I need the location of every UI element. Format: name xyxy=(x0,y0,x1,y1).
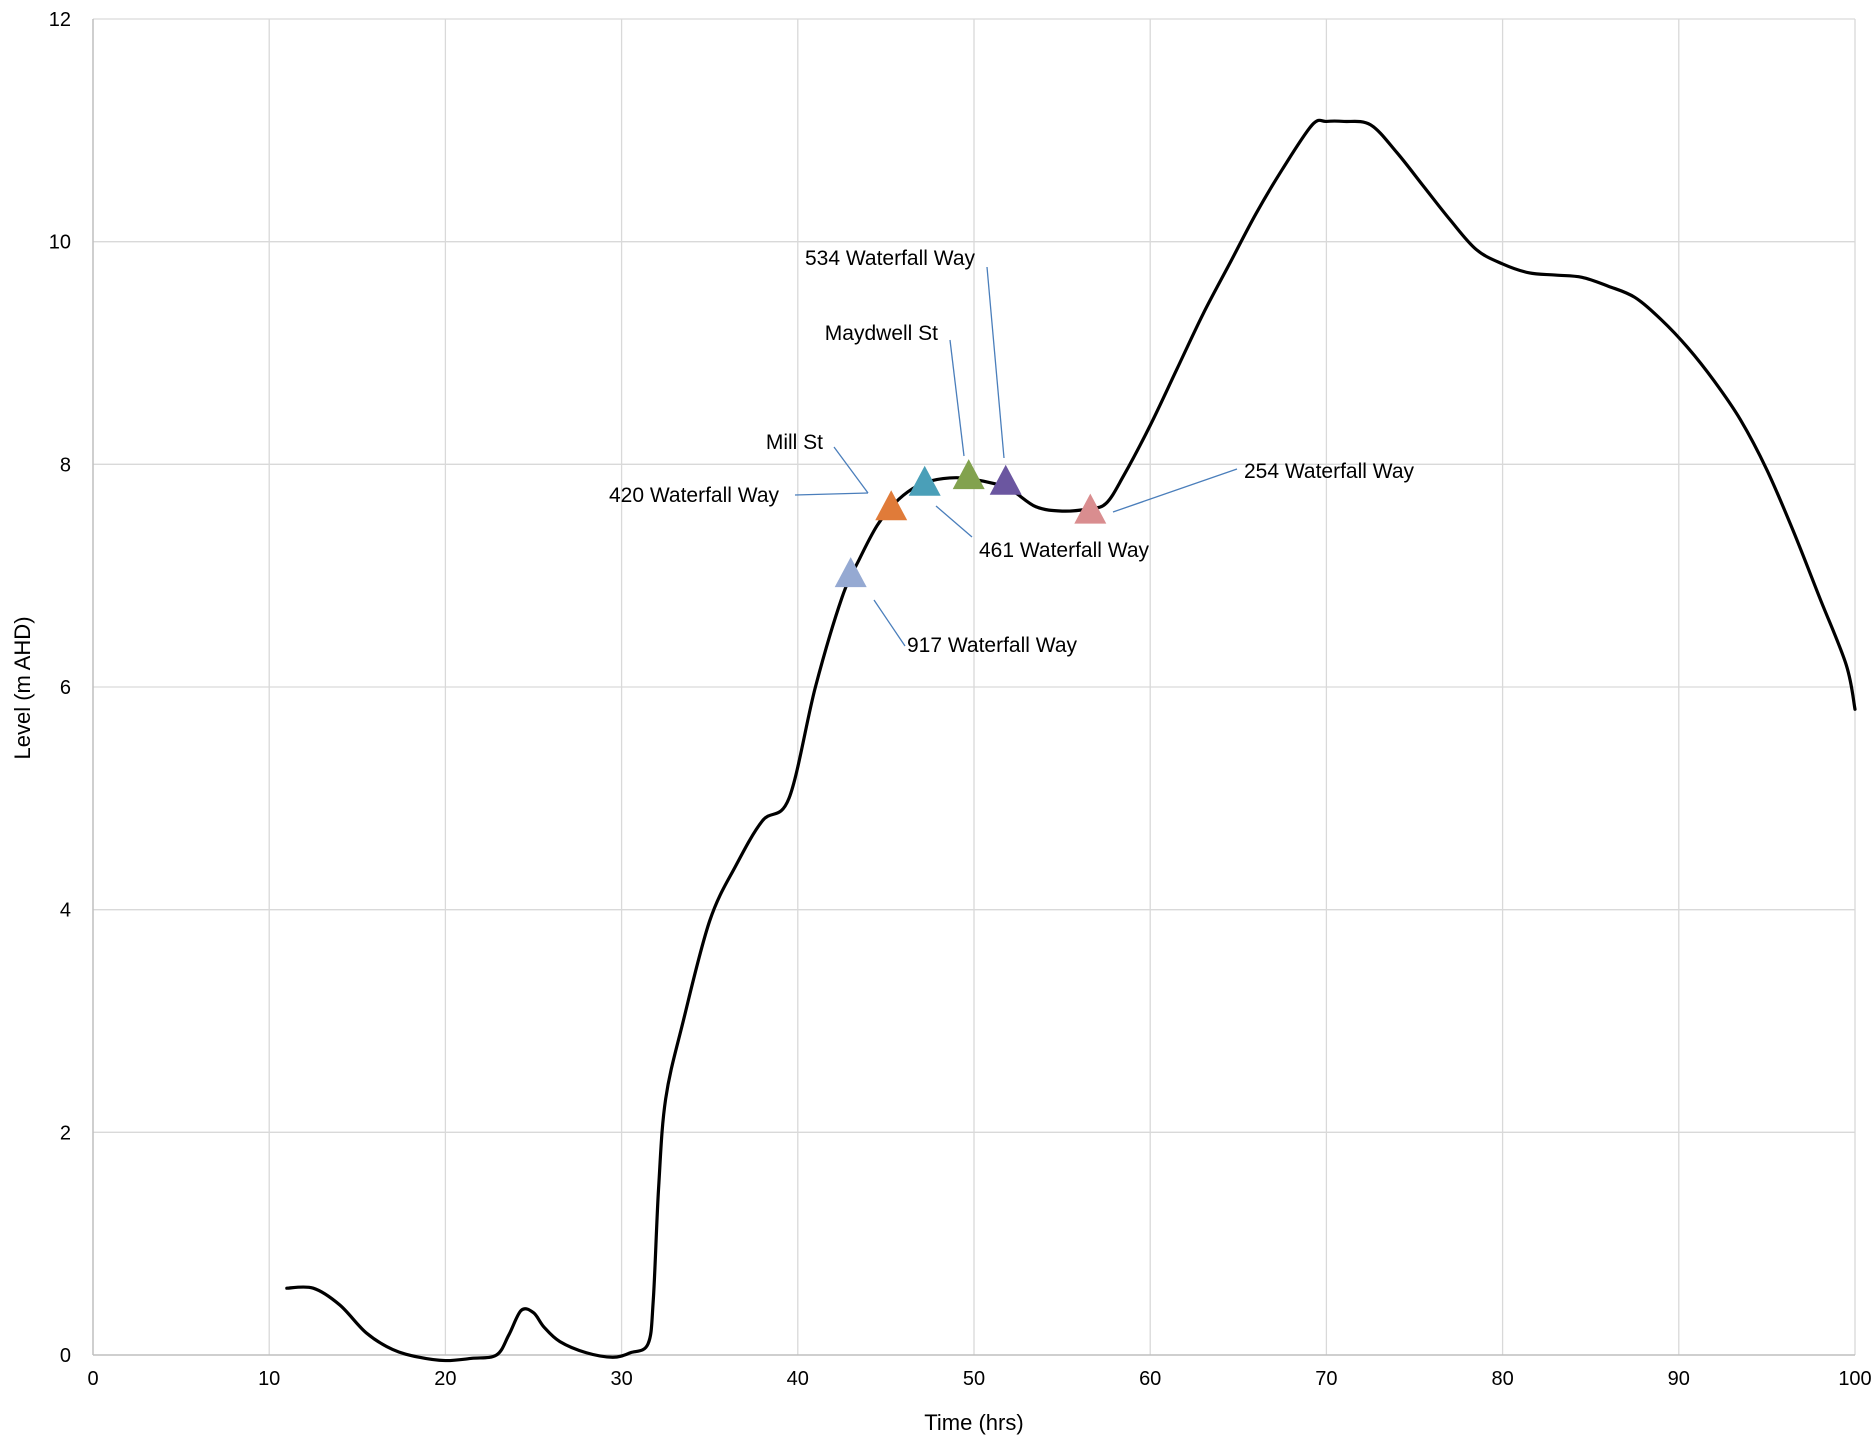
x-tick-label: 80 xyxy=(1491,1368,1513,1390)
x-axis-title: Time (hrs) xyxy=(924,1410,1023,1435)
x-tick-label: 100 xyxy=(1838,1368,1871,1390)
leader-line xyxy=(1112,468,1238,513)
marker-triangle xyxy=(952,459,985,490)
y-tick-label: 8 xyxy=(60,454,71,476)
y-tick-label: 0 xyxy=(60,1345,71,1367)
y-tick-label: 2 xyxy=(60,1122,71,1144)
leader-line xyxy=(873,599,906,647)
annotation-label: Mill St xyxy=(766,431,823,454)
series-lines xyxy=(285,118,1857,1363)
y-tick-label: 12 xyxy=(49,9,71,31)
annotation-labels: 917 Waterfall Way 420 Waterfall Way Mill S… xyxy=(609,247,1414,657)
series-line-level xyxy=(285,118,1857,1363)
marker-triangle xyxy=(908,465,941,496)
annotation-label: Maydwell St xyxy=(825,322,938,345)
annotation-label: 461 Waterfall Way xyxy=(979,539,1149,562)
x-tick-label: 40 xyxy=(787,1368,809,1390)
leader-line xyxy=(794,492,869,496)
annotation-leaders xyxy=(794,266,1238,647)
annotation-label: 254 Waterfall Way xyxy=(1244,460,1414,483)
axes xyxy=(92,19,1855,1356)
gridlines xyxy=(93,18,1856,1355)
x-tick-label: 60 xyxy=(1139,1368,1161,1390)
annotation-label: 917 Waterfall Way xyxy=(907,634,1077,657)
leader-line xyxy=(833,446,869,494)
marker-triangle xyxy=(875,490,908,521)
leader-line xyxy=(949,339,965,457)
marker-triangle xyxy=(834,557,867,588)
x-tick-label: 10 xyxy=(258,1368,280,1390)
y-axis-title: Level (m AHD) xyxy=(10,616,35,759)
x-tick-label: 50 xyxy=(963,1368,985,1390)
leader-line xyxy=(935,505,973,538)
markers xyxy=(834,459,1107,588)
tick-labels: 0 10 20 30 40 50 60 70 80 90 100 0 2 4 6 8 10 12 xyxy=(49,9,1872,1390)
y-tick-label: 4 xyxy=(60,900,71,922)
x-tick-label: 90 xyxy=(1668,1368,1690,1390)
y-tick-label: 6 xyxy=(60,677,71,699)
leader-line xyxy=(986,266,1005,459)
y-tick-label: 10 xyxy=(49,232,71,254)
x-tick-label: 30 xyxy=(610,1368,632,1390)
annotation-label: 420 Waterfall Way xyxy=(609,484,779,507)
x-tick-label: 20 xyxy=(434,1368,456,1390)
x-tick-label: 70 xyxy=(1315,1368,1337,1390)
x-tick-label: 0 xyxy=(87,1368,98,1390)
marker-triangle xyxy=(989,464,1022,495)
annotation-label: 534 Waterfall Way xyxy=(805,247,975,270)
marker-triangle xyxy=(1074,493,1107,524)
